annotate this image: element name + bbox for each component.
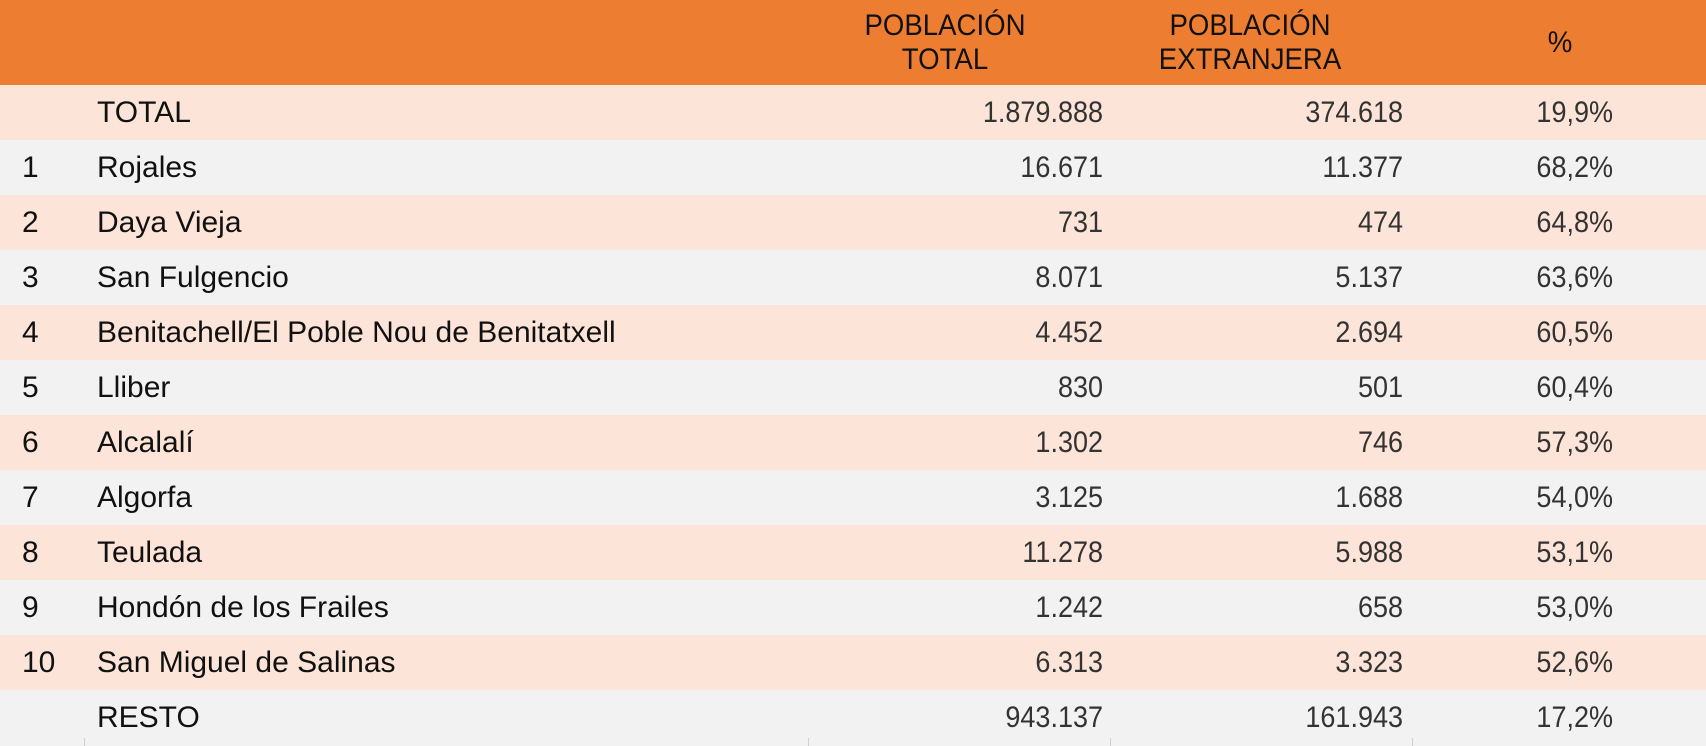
- row-name: Hondón de los Frailes: [97, 591, 389, 624]
- row-poblacion-total: 731: [1057, 206, 1103, 239]
- row-name: Teulada: [97, 536, 203, 569]
- row-rank: 8: [22, 536, 39, 569]
- table-row: 3 San Fulgencio 8.071 5.137 63,6%: [0, 250, 1706, 305]
- table-row-total: TOTAL 1.879.888 374.618 19,9%: [0, 85, 1706, 140]
- column-tick-marks: [0, 738, 1706, 746]
- row-name: Algorfa: [97, 481, 193, 514]
- row-percent: 57,3%: [1536, 426, 1613, 459]
- row-poblacion-total: 6.313: [1035, 646, 1103, 679]
- table-row: 1 Rojales 16.671 11.377 68,2%: [0, 140, 1706, 195]
- row-poblacion-extranjera: 1.688: [1335, 481, 1403, 514]
- row-percent: 63,6%: [1536, 261, 1613, 294]
- table-row: 5 Lliber 830 501 60,4%: [0, 360, 1706, 415]
- row-name: Lliber: [97, 371, 171, 404]
- row-poblacion-extranjera: 3.323: [1335, 646, 1403, 679]
- row-poblacion-total: 943.137: [1005, 701, 1103, 734]
- row-poblacion-total: 830: [1057, 371, 1103, 404]
- row-poblacion-extranjera: 5.988: [1335, 536, 1403, 569]
- row-name: San Miguel de Salinas: [97, 646, 396, 679]
- table-row: 7 Algorfa 3.125 1.688 54,0%: [0, 470, 1706, 525]
- row-percent: 19,9%: [1536, 96, 1613, 129]
- row-rank: 9: [22, 591, 39, 624]
- table-row: 8 Teulada 11.278 5.988 53,1%: [0, 525, 1706, 580]
- row-poblacion-extranjera: 658: [1357, 591, 1403, 624]
- row-name: San Fulgencio: [97, 261, 289, 294]
- table-header: POBLACIÓN TOTAL POBLACIÓN EXTRANJERA %: [0, 0, 1706, 85]
- header-percent: %: [1547, 25, 1573, 59]
- table-row-resto: RESTO 943.137 161.943 17,2%: [0, 690, 1706, 745]
- row-poblacion-extranjera: 11.377: [1322, 151, 1403, 184]
- row-poblacion-total: 1.242: [1035, 591, 1103, 624]
- table-row: 9 Hondón de los Frailes 1.242 658 53,0%: [0, 580, 1706, 635]
- row-name: TOTAL: [97, 96, 191, 129]
- row-percent: 68,2%: [1536, 151, 1613, 184]
- row-rank: 10: [22, 646, 56, 679]
- row-name: Alcalalí: [97, 426, 194, 459]
- row-rank: 5: [22, 371, 39, 404]
- row-rank: 1: [22, 151, 39, 184]
- row-name: Rojales: [97, 151, 198, 184]
- row-rank: 4: [22, 316, 39, 349]
- row-percent: 53,0%: [1536, 591, 1613, 624]
- row-rank: 3: [22, 261, 39, 294]
- row-poblacion-extranjera: 474: [1357, 206, 1403, 239]
- row-poblacion-total: 3.125: [1035, 481, 1103, 514]
- table-row: 4 Benitachell/El Poble Nou de Benitatxel…: [0, 305, 1706, 360]
- row-poblacion-total: 4.452: [1035, 316, 1103, 349]
- row-poblacion-total: 1.302: [1035, 426, 1103, 459]
- row-poblacion-extranjera: 5.137: [1335, 261, 1403, 294]
- row-percent: 64,8%: [1536, 206, 1613, 239]
- table-row: 2 Daya Vieja 731 474 64,8%: [0, 195, 1706, 250]
- row-percent: 54,0%: [1536, 481, 1613, 514]
- row-percent: 52,6%: [1536, 646, 1613, 679]
- row-name: Benitachell/El Poble Nou de Benitatxell: [97, 316, 616, 349]
- row-percent: 17,2%: [1536, 701, 1613, 734]
- row-poblacion-extranjera: 374.618: [1305, 96, 1403, 129]
- table-row: 10 San Miguel de Salinas 6.313 3.323 52,…: [0, 635, 1706, 690]
- row-percent: 60,4%: [1536, 371, 1613, 404]
- row-name: Daya Vieja: [97, 206, 242, 239]
- row-poblacion-total: 16.671: [1020, 151, 1103, 184]
- row-poblacion-extranjera: 2.694: [1335, 316, 1403, 349]
- row-poblacion-extranjera: 746: [1357, 426, 1403, 459]
- row-poblacion-total: 11.278: [1022, 536, 1103, 569]
- tick-divider: [1110, 738, 1111, 746]
- row-percent: 60,5%: [1536, 316, 1613, 349]
- table-row: 6 Alcalalí 1.302 746 57,3%: [0, 415, 1706, 470]
- row-rank: 6: [22, 426, 39, 459]
- row-poblacion-total: 1.879.888: [982, 96, 1103, 129]
- tick-divider: [84, 738, 85, 746]
- row-rank: 2: [22, 206, 39, 239]
- row-poblacion-total: 8.071: [1035, 261, 1103, 294]
- header-poblacion-total: POBLACIÓN TOTAL: [864, 8, 1026, 76]
- row-poblacion-extranjera: 501: [1357, 371, 1403, 404]
- tick-divider: [808, 738, 809, 746]
- tick-divider: [1412, 738, 1413, 746]
- header-poblacion-extranjera: POBLACIÓN EXTRANJERA: [1158, 8, 1342, 76]
- row-percent: 53,1%: [1536, 536, 1613, 569]
- row-name: RESTO: [97, 701, 200, 734]
- row-poblacion-extranjera: 161.943: [1305, 701, 1403, 734]
- row-rank: 7: [22, 481, 39, 514]
